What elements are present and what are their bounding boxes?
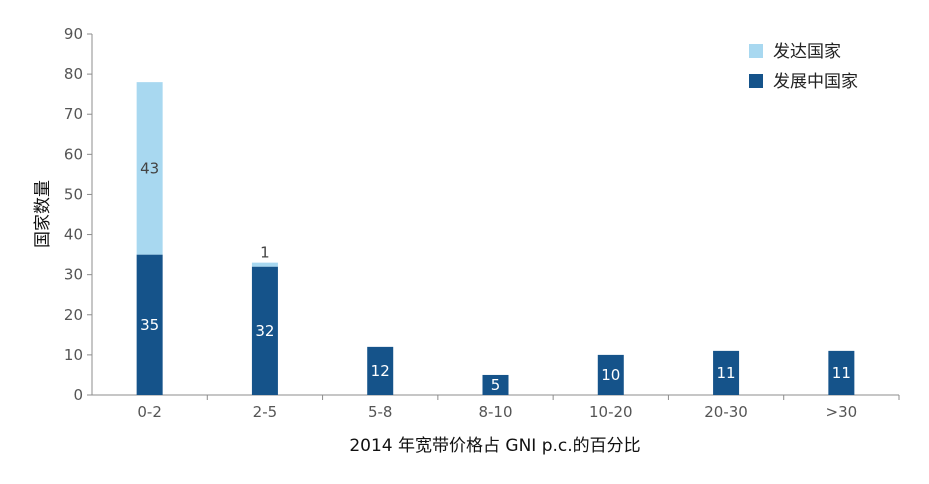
data-label-developed: 1 <box>260 244 270 262</box>
x-tick-label: 8-10 <box>478 403 512 421</box>
y-tick-label: 10 <box>64 346 83 364</box>
x-tick-label: >30 <box>826 403 858 421</box>
bar-developing <box>482 374 509 395</box>
y-tick-label: 60 <box>64 145 83 163</box>
axes-layer: 0 10 20 30 40 50 60 70 80 90 0-2 2-5 5-8 8-10 10-20 20-… <box>64 25 900 421</box>
bar-developing <box>367 346 394 395</box>
bar-developing <box>597 354 624 395</box>
x-tick-label: 5-8 <box>368 403 393 421</box>
data-label-developing: 12 <box>371 362 390 380</box>
legend-label: 发展中国家 <box>773 72 858 92</box>
y-tick-label: 30 <box>64 266 83 284</box>
y-tick-label: 70 <box>64 105 83 123</box>
bar-developing <box>828 350 855 395</box>
x-tick-label: 20-30 <box>704 403 748 421</box>
x-tick-label: 0-2 <box>137 403 162 421</box>
y-tick-label: 20 <box>64 306 83 324</box>
data-label-developing: 11 <box>832 364 851 382</box>
data-labels-layer: 35 43 32 1 12 5 10 11 11 <box>140 159 851 394</box>
data-label-developed: 43 <box>140 159 159 177</box>
bar-developed <box>251 262 278 267</box>
legend-label: 发达国家 <box>773 42 841 62</box>
y-tick-label: 0 <box>73 386 83 404</box>
data-label-developing: 11 <box>717 364 736 382</box>
data-label-developing: 35 <box>140 316 159 334</box>
y-axis-title: 国家数量 <box>33 180 53 248</box>
x-tick-label: 2-5 <box>253 403 278 421</box>
data-label-developing: 32 <box>255 322 274 340</box>
bars-layer <box>136 82 855 395</box>
data-label-developing: 5 <box>491 376 501 394</box>
bar-developing <box>136 254 163 395</box>
x-axis-title: 2014 年宽带价格占 GNI p.c.的百分比 <box>349 436 640 456</box>
y-tick-label: 40 <box>64 226 83 244</box>
data-label-developing: 10 <box>601 366 620 384</box>
bar-developing <box>251 266 278 395</box>
legend-swatch <box>749 74 763 88</box>
bar-developing <box>713 350 740 395</box>
y-tick-label: 90 <box>64 25 83 43</box>
bar-developed <box>136 82 163 255</box>
x-tick-label: 10-20 <box>589 403 633 421</box>
y-tick-label: 50 <box>64 185 83 203</box>
y-tick-label: 80 <box>64 65 83 83</box>
legend-swatch <box>749 44 763 58</box>
